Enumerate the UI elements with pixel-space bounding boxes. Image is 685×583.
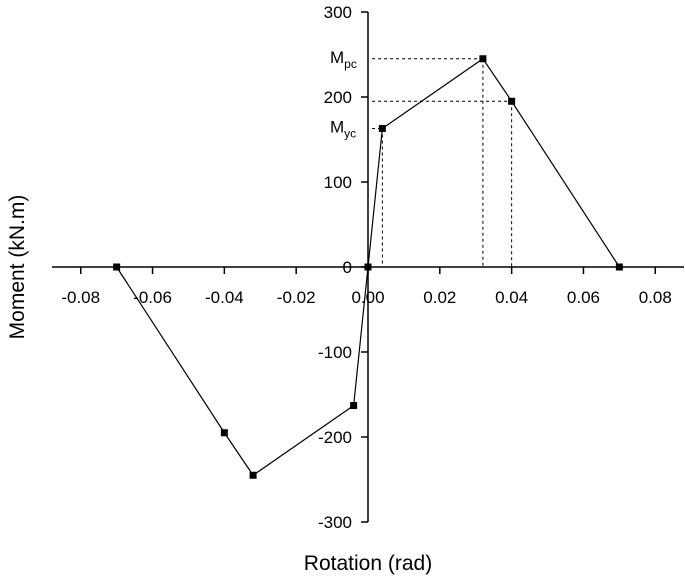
x-tick-label: 0.04 xyxy=(495,288,528,307)
annotation: Myc xyxy=(330,117,356,140)
y-tick-label: -100 xyxy=(318,343,352,362)
x-tick-label: -0.04 xyxy=(205,288,244,307)
annotation-text: M xyxy=(330,48,344,67)
x-tick-label: 0.08 xyxy=(639,288,672,307)
x-tick-label: -0.02 xyxy=(277,288,316,307)
y-tick-label: -300 xyxy=(318,513,352,532)
x-tick-label: 0.00 xyxy=(351,288,384,307)
point-marker xyxy=(364,263,372,271)
point-marker xyxy=(508,97,516,105)
annotation: Mpc xyxy=(330,48,357,71)
point-marker xyxy=(249,471,257,479)
annotation-subscript: yc xyxy=(344,126,356,140)
y-tick-label: 0 xyxy=(343,258,352,277)
x-tick-label: -0.06 xyxy=(133,288,172,307)
x-tick-label: -0.08 xyxy=(61,288,100,307)
point-marker xyxy=(615,263,623,271)
y-tick-label: 300 xyxy=(324,3,352,22)
point-marker xyxy=(350,402,358,410)
x-tick-label: 0.06 xyxy=(567,288,600,307)
y-tick-label: 200 xyxy=(324,88,352,107)
point-marker xyxy=(378,124,386,132)
y-tick-label: 100 xyxy=(324,173,352,192)
point-marker xyxy=(113,263,121,271)
point-marker xyxy=(220,429,228,437)
point-marker xyxy=(479,55,487,63)
x-tick-label: 0.02 xyxy=(423,288,456,307)
y-axis-title: Moment (kN.m) xyxy=(6,195,29,340)
annotation-subscript: pc xyxy=(344,57,357,71)
y-tick-label: -200 xyxy=(318,428,352,447)
x-axis-title: Rotation (rad) xyxy=(304,552,432,575)
annotation-text: M xyxy=(330,117,344,136)
